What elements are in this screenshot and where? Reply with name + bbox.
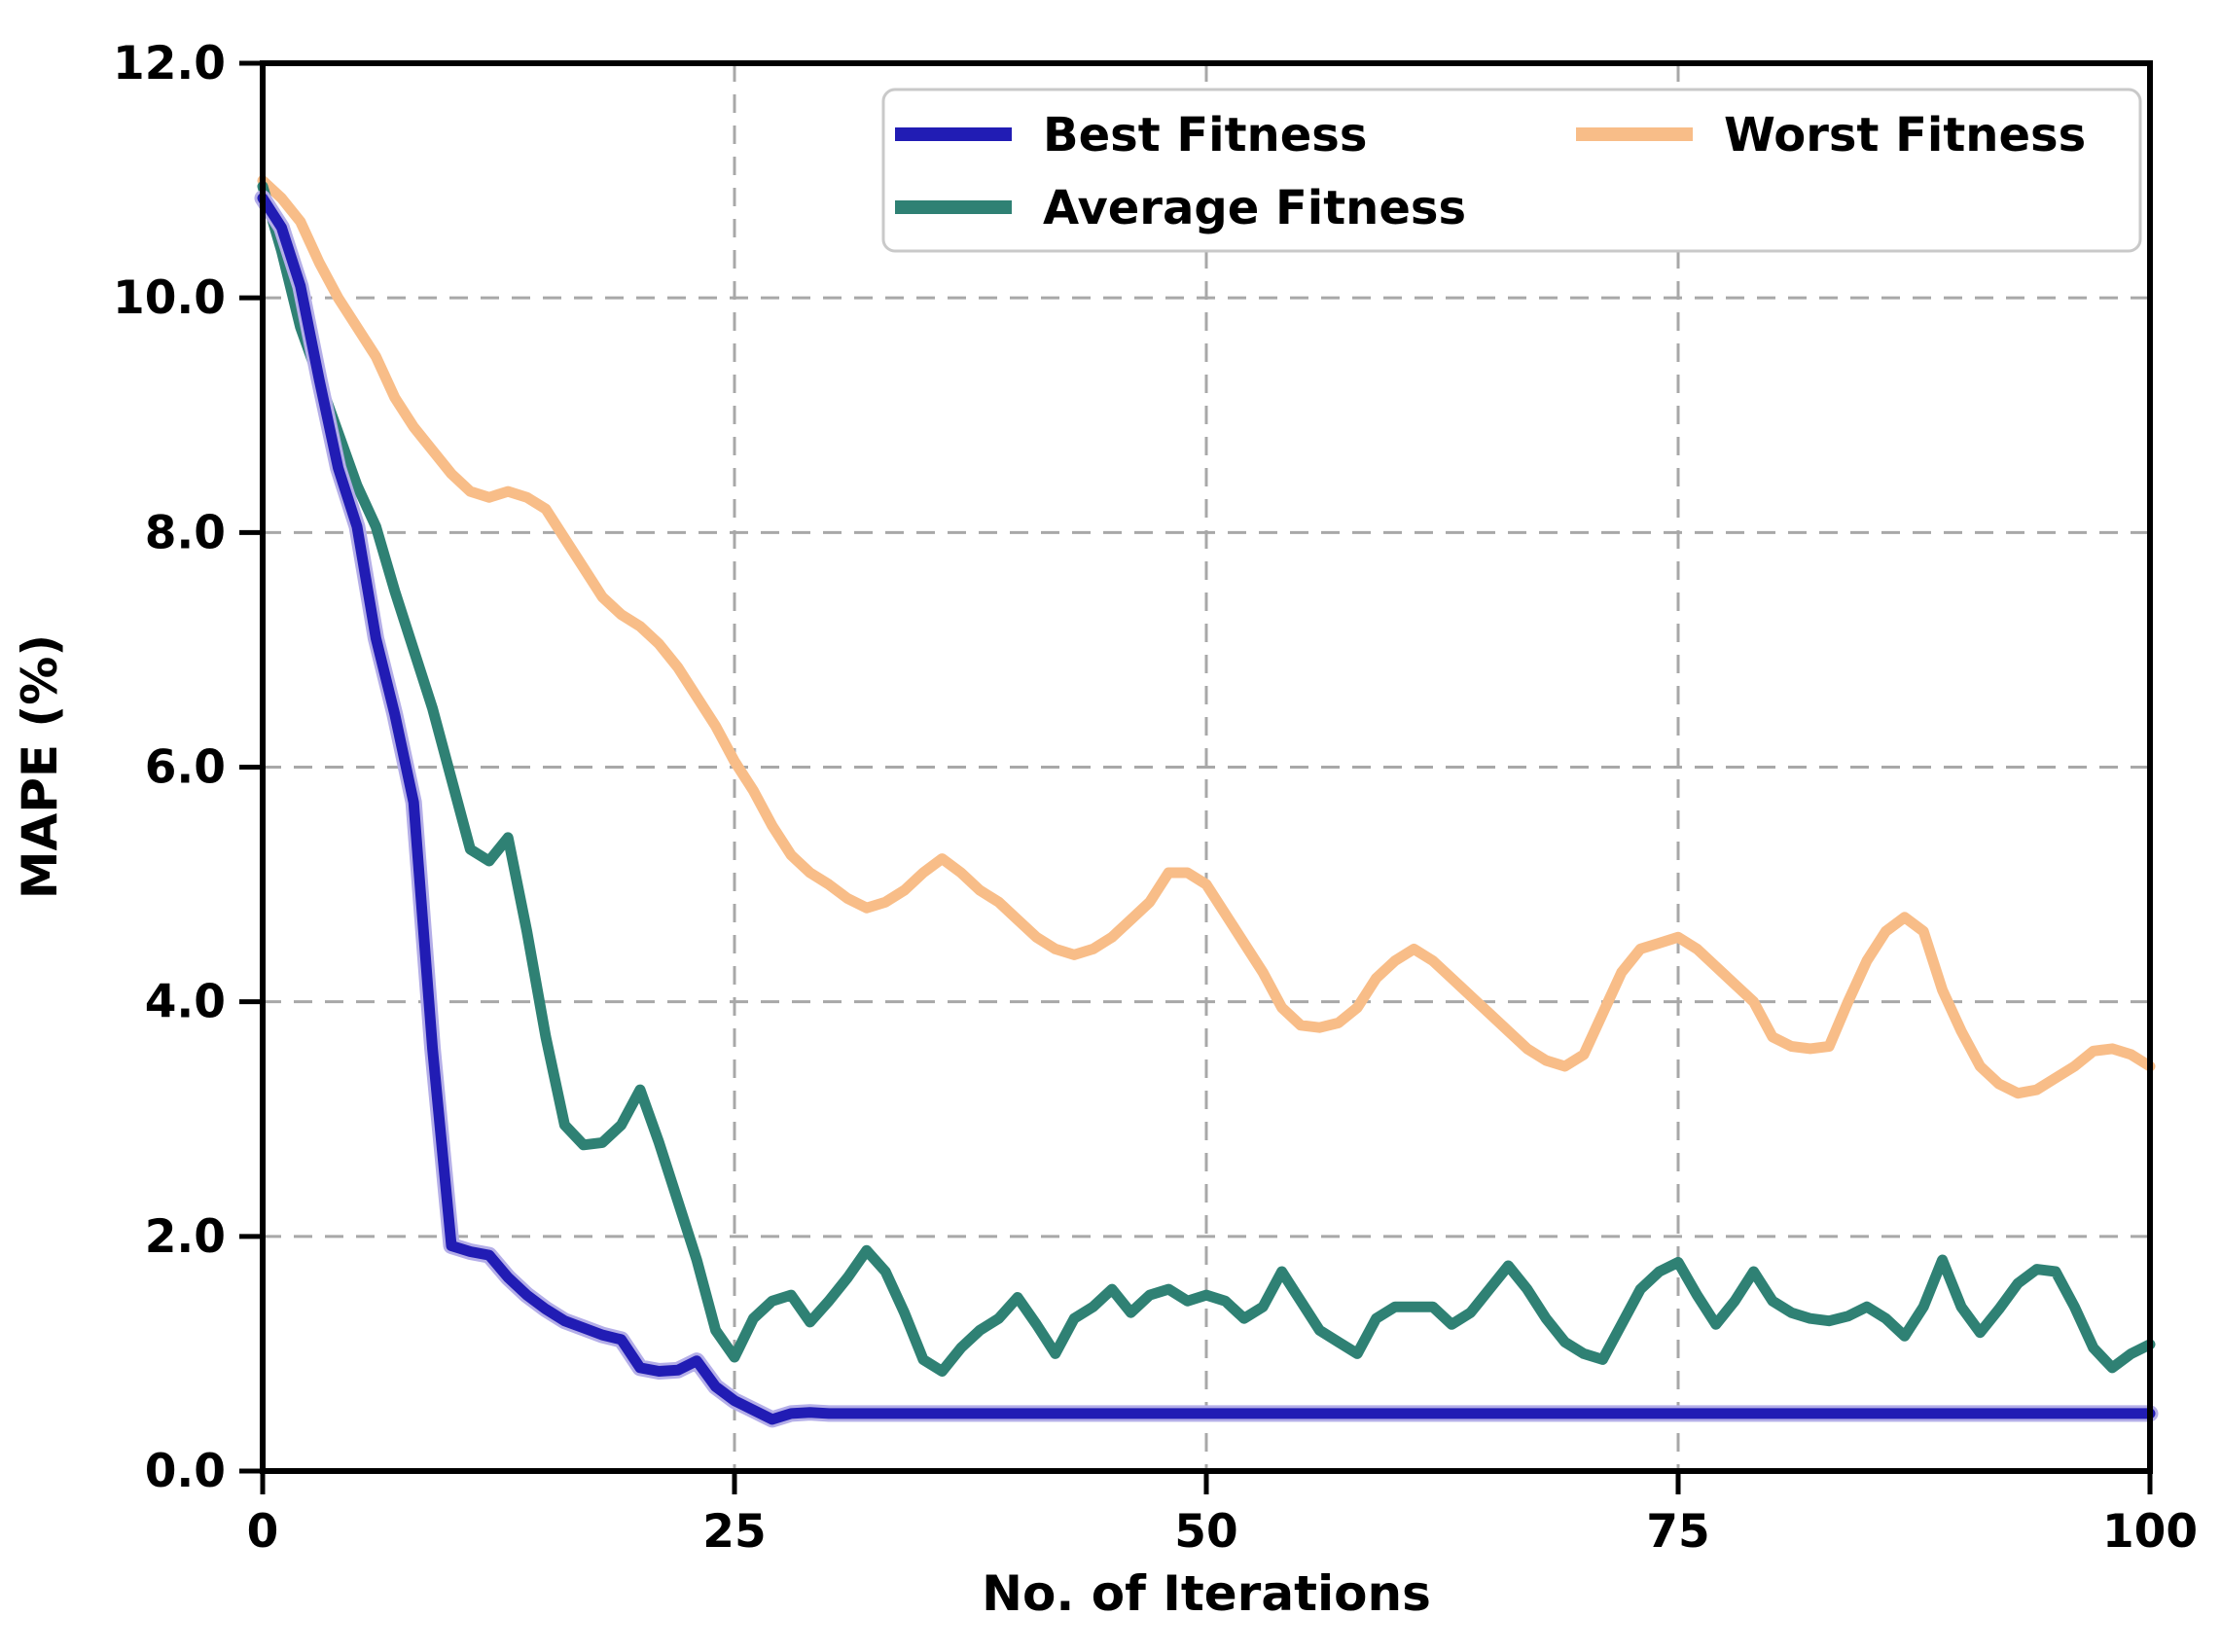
- x-tick-label: 100: [2102, 1505, 2198, 1559]
- x-tick-label: 25: [702, 1505, 766, 1559]
- legend-label-best-fitness: Best Fitness: [1043, 108, 1367, 162]
- x-tick-label: 0: [247, 1505, 279, 1559]
- y-tick-label: 4.0: [145, 976, 226, 1029]
- legend-box: [881, 88, 2142, 253]
- y-tick-label: 0.0: [145, 1445, 226, 1498]
- axis-tick-labels: 0.0 2.0 4.0 6.0 8.0 10.0 12.0 0 25 50 75 100: [113, 37, 2198, 1559]
- y-tick-label: 10.0: [113, 271, 226, 325]
- y-axis-title: MAPE (%): [12, 634, 68, 899]
- y-tick-label: 8.0: [145, 506, 226, 559]
- gridlines: [263, 63, 2150, 1471]
- x-tick-label: 75: [1646, 1505, 1709, 1559]
- series-lines: [254, 175, 2159, 1428]
- series-line-average-fitness: [257, 181, 2156, 1377]
- axis-ticks: [239, 60, 2153, 1494]
- legend-label-average-fitness: Average Fitness: [1043, 181, 1466, 235]
- legend: Best Fitness Average Fitness Worst Fitne…: [881, 88, 2142, 253]
- y-tick-label: 12.0: [113, 37, 226, 90]
- x-axis-title: No. of Iterations: [982, 1565, 1431, 1622]
- legend-label-worst-fitness: Worst Fitness: [1724, 108, 2086, 162]
- x-tick-label: 50: [1174, 1505, 1237, 1559]
- series-line-worst-fitness: [257, 175, 2156, 1099]
- series-line-best-fitness: [257, 193, 2156, 1425]
- y-tick-label: 6.0: [145, 741, 226, 795]
- y-tick-label: 2.0: [145, 1210, 226, 1264]
